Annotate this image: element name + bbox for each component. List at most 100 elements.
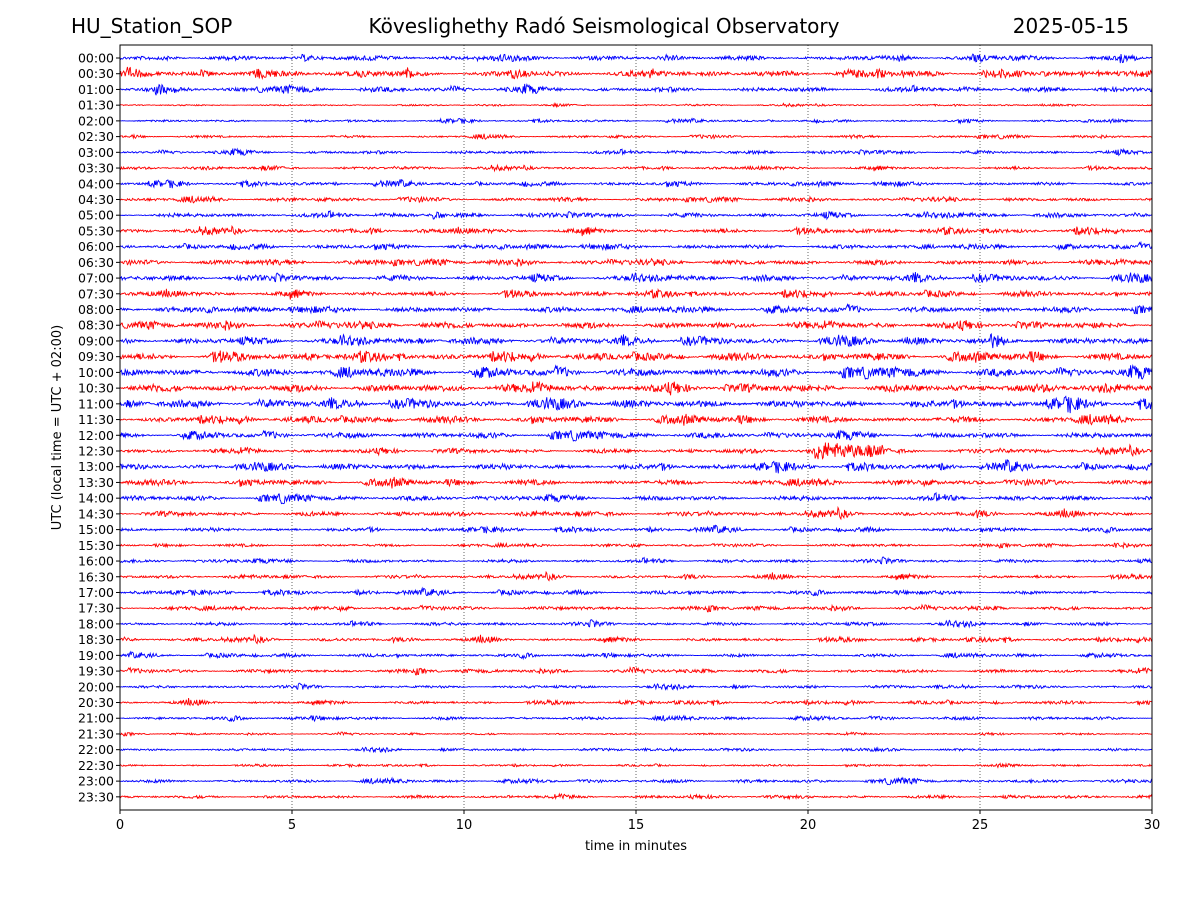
trace-1500 [119, 524, 1153, 535]
y-tick-label: 01:00 [78, 82, 114, 97]
trace-1600 [119, 556, 1153, 565]
plot-frame [119, 44, 1153, 811]
y-tick-label: 00:30 [78, 66, 114, 81]
y-tick-label: 15:00 [78, 522, 114, 537]
y-tick-label: 12:00 [78, 428, 114, 443]
trace-2130 [119, 731, 1153, 737]
y-tick-label: 16:00 [78, 554, 114, 569]
trace-1130 [119, 413, 1153, 426]
y-tick-label: 20:30 [78, 695, 114, 710]
trace-0630 [119, 257, 1153, 267]
y-tick-label: 12:30 [78, 444, 114, 459]
y-tick-label: 00:00 [78, 51, 114, 66]
y-tick-label: 23:00 [78, 774, 114, 789]
y-tick-label: 03:00 [78, 145, 114, 160]
trace-0930 [119, 350, 1153, 364]
trace-1700 [119, 586, 1153, 597]
trace-0400 [119, 179, 1153, 189]
y-tick-label: 10:30 [78, 381, 114, 396]
y-tick-label: 21:30 [78, 726, 114, 741]
trace-0800 [119, 303, 1153, 315]
y-tick-label: 22:00 [78, 742, 114, 757]
trace-0100 [119, 83, 1153, 96]
trace-0000 [119, 53, 1153, 64]
x-tick-label: 25 [972, 818, 989, 833]
trace-1530 [119, 541, 1153, 550]
trace-0500 [119, 209, 1153, 221]
trace-0530 [119, 225, 1153, 237]
y-tick-label: 18:00 [78, 616, 114, 631]
trace-1400 [119, 491, 1153, 505]
trace-0130 [120, 102, 1153, 109]
trace-1830 [119, 633, 1153, 645]
trace-2000 [119, 682, 1153, 691]
trace-1030 [119, 380, 1153, 396]
gridlines [291, 45, 981, 810]
y-tick-label: 21:00 [78, 711, 114, 726]
y-tick-label: 20:00 [78, 679, 114, 694]
x-tick-label: 0 [116, 818, 124, 833]
trace-0600 [119, 240, 1153, 252]
trace-1730 [119, 603, 1153, 613]
observatory-title: Köveslighethy Radó Seismological Observa… [368, 14, 840, 38]
trace-0030 [119, 66, 1153, 81]
trace-1930 [119, 665, 1153, 676]
trace-0700 [119, 271, 1153, 284]
trace-1230 [119, 442, 1153, 460]
trace-2300 [119, 776, 1153, 786]
y-tick-label: 14:00 [78, 491, 114, 506]
y-tick-label: 06:30 [78, 255, 114, 270]
trace-1000 [119, 363, 1153, 380]
y-tick-label: 11:30 [78, 412, 114, 427]
y-tick-label: 23:30 [78, 789, 114, 804]
trace-1100 [119, 395, 1153, 414]
y-tick-label: 17:00 [78, 585, 114, 600]
trace-0300 [119, 147, 1153, 157]
y-tick-label: 11:00 [78, 396, 114, 411]
trace-0230 [119, 133, 1153, 141]
trace-1300 [119, 459, 1153, 474]
traces [119, 53, 1153, 801]
trace-1430 [119, 505, 1153, 521]
trace-0430 [119, 195, 1153, 204]
y-tick-label: 19:00 [78, 648, 114, 663]
y-tick-label: 22:30 [78, 758, 114, 773]
trace-2230 [119, 762, 1153, 769]
y-tick-label: 01:30 [78, 98, 114, 113]
y-tick-label: 07:00 [78, 271, 114, 286]
y-tick-label: 07:30 [78, 286, 114, 301]
y-tick-label: 18:30 [78, 632, 114, 647]
y-tick-label: 08:00 [78, 302, 114, 317]
y-tick-label: 19:30 [78, 664, 114, 679]
trace-1630 [119, 570, 1153, 582]
y-tick-label: 06:00 [78, 239, 114, 254]
station-name: HU_Station_SOP [71, 14, 233, 38]
y-tick-label: 05:30 [78, 223, 114, 238]
y-tick-label: 17:30 [78, 601, 114, 616]
y-axis-label: UTC (local time = UTC + 02:00) [50, 325, 65, 530]
trace-1900 [119, 650, 1153, 661]
trace-1800 [119, 619, 1153, 629]
y-tick-label: 09:30 [78, 349, 114, 364]
trace-2030 [119, 698, 1153, 707]
y-tick-label: 08:30 [78, 318, 114, 333]
trace-0900 [119, 333, 1153, 349]
trace-1330 [119, 476, 1153, 489]
x-tick-label: 20 [800, 818, 817, 833]
y-tick-label: 02:00 [78, 113, 114, 128]
y-tick-label: 09:00 [78, 333, 114, 348]
x-tick-label: 5 [288, 818, 296, 833]
trace-2200 [119, 746, 1153, 754]
trace-0730 [119, 288, 1153, 300]
y-tick-label: 14:30 [78, 506, 114, 521]
x-tick-label: 15 [628, 818, 645, 833]
x-tick-label: 10 [456, 818, 473, 833]
y-tick-label: 10:00 [78, 365, 114, 380]
y-tick-label: 16:30 [78, 569, 114, 584]
plot-date: 2025-05-15 [1012, 14, 1129, 38]
trace-2330 [119, 792, 1153, 801]
y-tick-label: 05:00 [78, 208, 114, 223]
trace-0830 [119, 319, 1153, 332]
trace-0330 [119, 163, 1153, 173]
